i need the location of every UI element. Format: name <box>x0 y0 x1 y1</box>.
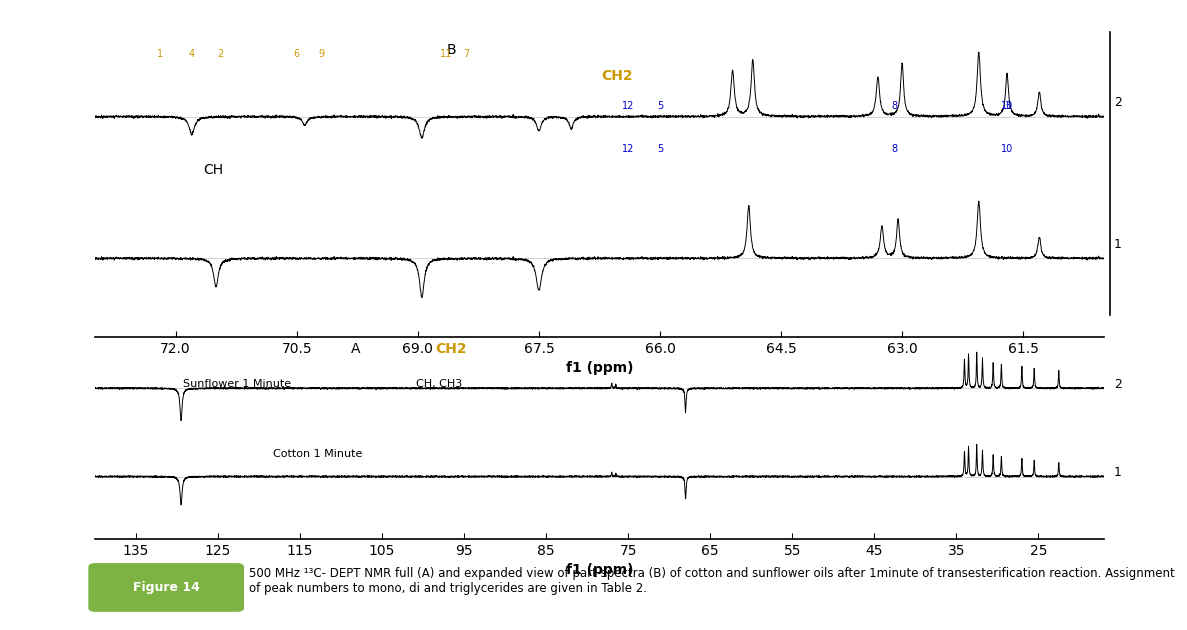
Text: 7: 7 <box>463 49 469 59</box>
X-axis label: f1 (ppm): f1 (ppm) <box>566 563 633 577</box>
Text: B: B <box>446 43 456 57</box>
Text: 1: 1 <box>1113 238 1122 251</box>
FancyBboxPatch shape <box>89 564 243 611</box>
Text: CH: CH <box>204 163 223 177</box>
Text: 12: 12 <box>622 101 634 112</box>
Text: 5: 5 <box>656 144 664 154</box>
Text: 2: 2 <box>1113 378 1122 391</box>
Text: 12: 12 <box>622 144 634 154</box>
X-axis label: f1 (ppm): f1 (ppm) <box>566 362 633 375</box>
Text: Figure 14: Figure 14 <box>133 581 199 594</box>
Text: CH2: CH2 <box>436 342 466 356</box>
Text: Cotton 1 Minute: Cotton 1 Minute <box>273 449 362 459</box>
Text: 2: 2 <box>217 49 223 59</box>
Text: 9: 9 <box>318 49 324 59</box>
Text: Sunflower 1 Minute: Sunflower 1 Minute <box>183 379 292 389</box>
Text: 3: 3 <box>1004 101 1010 112</box>
Text: 11: 11 <box>440 49 452 59</box>
Text: 5: 5 <box>656 101 664 112</box>
Text: 1: 1 <box>157 49 163 59</box>
Text: CH2: CH2 <box>602 69 633 83</box>
Text: 500 MHz ¹³C- DEPT NMR full (A) and expanded view of part spectra (B) of cotton a: 500 MHz ¹³C- DEPT NMR full (A) and expan… <box>249 567 1175 595</box>
Text: 4: 4 <box>189 49 195 59</box>
Text: 8: 8 <box>891 144 897 154</box>
Text: 1: 1 <box>1113 466 1122 479</box>
Text: 2: 2 <box>1113 96 1122 109</box>
Text: CH, CH3: CH, CH3 <box>417 379 462 389</box>
Text: 8: 8 <box>891 101 897 112</box>
Text: 10: 10 <box>1001 144 1014 154</box>
Text: A: A <box>351 342 361 356</box>
Text: 6: 6 <box>293 49 300 59</box>
Text: 10: 10 <box>1001 101 1014 112</box>
